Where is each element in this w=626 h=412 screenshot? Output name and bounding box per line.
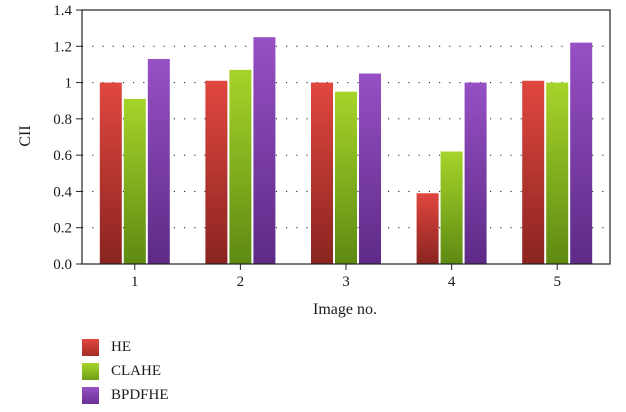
x-axis-title: Image no. bbox=[313, 301, 377, 318]
y-tick-label: 0.2 bbox=[53, 221, 72, 237]
x-tick-label: 3 bbox=[342, 274, 350, 290]
y-axis-title: CII bbox=[17, 125, 34, 146]
y-tick-label: 0.0 bbox=[53, 257, 72, 273]
legend-item-clahe: CLAHE bbox=[82, 359, 169, 383]
legend-label-bpdfhe: BPDFHE bbox=[111, 386, 169, 403]
bar-bpdfhe-4 bbox=[464, 82, 487, 264]
bar-bpdfhe-2 bbox=[253, 37, 276, 264]
legend-swatch-clahe bbox=[82, 362, 99, 380]
legend-item-bpdfhe: BPDFHE bbox=[82, 383, 169, 407]
legend-swatch-bpdfhe bbox=[82, 386, 99, 404]
y-tick-label: 1.2 bbox=[53, 39, 72, 55]
plot-frame bbox=[81, 9, 611, 265]
bar-he-1 bbox=[99, 82, 122, 264]
y-tick-label: 0.8 bbox=[53, 112, 72, 128]
bar-clahe-4 bbox=[440, 151, 463, 264]
bar-he-2 bbox=[205, 80, 228, 264]
x-tick-label: 4 bbox=[448, 274, 456, 290]
bar-clahe-5 bbox=[546, 82, 569, 264]
bar-bpdfhe-3 bbox=[359, 73, 381, 264]
x-tick-labels: 1 2 3 4 5 bbox=[131, 274, 561, 290]
bars bbox=[99, 37, 593, 265]
bar-he-4 bbox=[416, 193, 439, 264]
bar-bpdfhe-5 bbox=[570, 42, 593, 265]
legend-label-clahe: CLAHE bbox=[111, 362, 161, 379]
y-tick-label: 1.4 bbox=[53, 3, 72, 19]
y-tick-labels: 0.0 0.2 0.4 0.6 0.8 1 1.2 1.4 bbox=[53, 3, 72, 273]
x-tick-label: 5 bbox=[553, 274, 561, 290]
y-tick-label: 0.4 bbox=[53, 184, 72, 200]
bar-chart: 0.0 0.2 0.4 0.6 0.8 1 1.2 1.4 1 2 3 4 5 Image no. C… bbox=[17, 3, 611, 318]
bar-clahe-1 bbox=[123, 98, 146, 265]
bar-clahe-3 bbox=[335, 91, 357, 265]
legend-item-he: HE bbox=[82, 335, 169, 359]
legend-swatch-he bbox=[82, 338, 99, 356]
y-tick-label: 0.6 bbox=[53, 148, 72, 164]
axes bbox=[76, 9, 611, 270]
bar-clahe-2 bbox=[229, 69, 252, 264]
x-tick-label: 2 bbox=[237, 274, 245, 290]
legend: HE CLAHE BPDFHE bbox=[82, 335, 169, 407]
bar-he-5 bbox=[522, 80, 545, 264]
y-tick-label: 1 bbox=[65, 76, 73, 92]
bar-bpdfhe-1 bbox=[147, 58, 170, 264]
x-tick-label: 1 bbox=[131, 274, 139, 290]
legend-label-he: HE bbox=[111, 338, 131, 355]
bar-he-3 bbox=[311, 82, 333, 264]
